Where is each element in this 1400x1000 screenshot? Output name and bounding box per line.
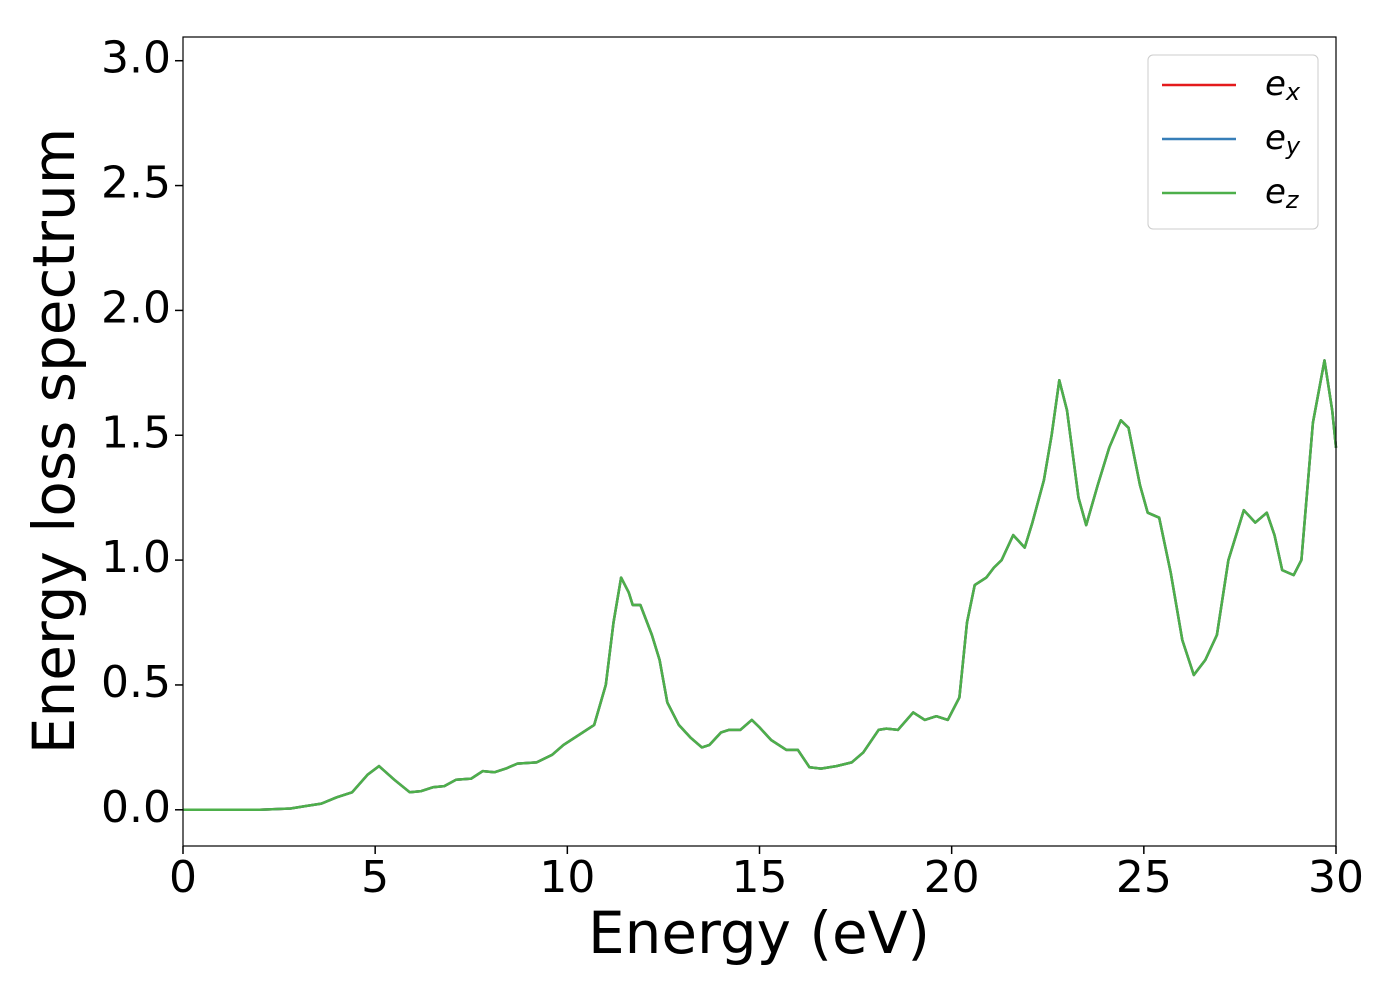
x-tick-label: 25 [1116, 852, 1172, 903]
y-axis-label: Energy loss spectrum [20, 128, 88, 754]
plot-frame [182, 36, 1337, 847]
y-tick-label: 2.0 [101, 282, 171, 333]
x-tick-label: 0 [169, 852, 197, 903]
x-tick-label: 20 [924, 852, 980, 903]
x-axis-label: Energy (eV) [588, 899, 930, 967]
series-line [183, 359, 1338, 812]
x-tick-label: 15 [732, 852, 788, 903]
y-tick-label: 0.5 [101, 657, 171, 708]
legend-box [1147, 54, 1319, 230]
y-tick-label: 1.5 [101, 407, 171, 458]
y-tick-label: 2.5 [101, 158, 171, 209]
legend-label: ez [1265, 172, 1300, 215]
x-tick-label: 5 [361, 852, 389, 903]
series-line [183, 359, 1338, 812]
y-tick-label: 0.0 [101, 782, 171, 833]
y-tick-label: 3.0 [101, 33, 171, 84]
x-tick-label: 10 [539, 852, 595, 903]
x-tick-label: 30 [1308, 852, 1364, 903]
legend-label: ex [1265, 64, 1301, 107]
legend: ex ey ez [1147, 54, 1319, 230]
series-line [183, 359, 1338, 812]
legend-label: ey [1265, 118, 1301, 161]
y-tick-label: 1.0 [101, 532, 171, 583]
